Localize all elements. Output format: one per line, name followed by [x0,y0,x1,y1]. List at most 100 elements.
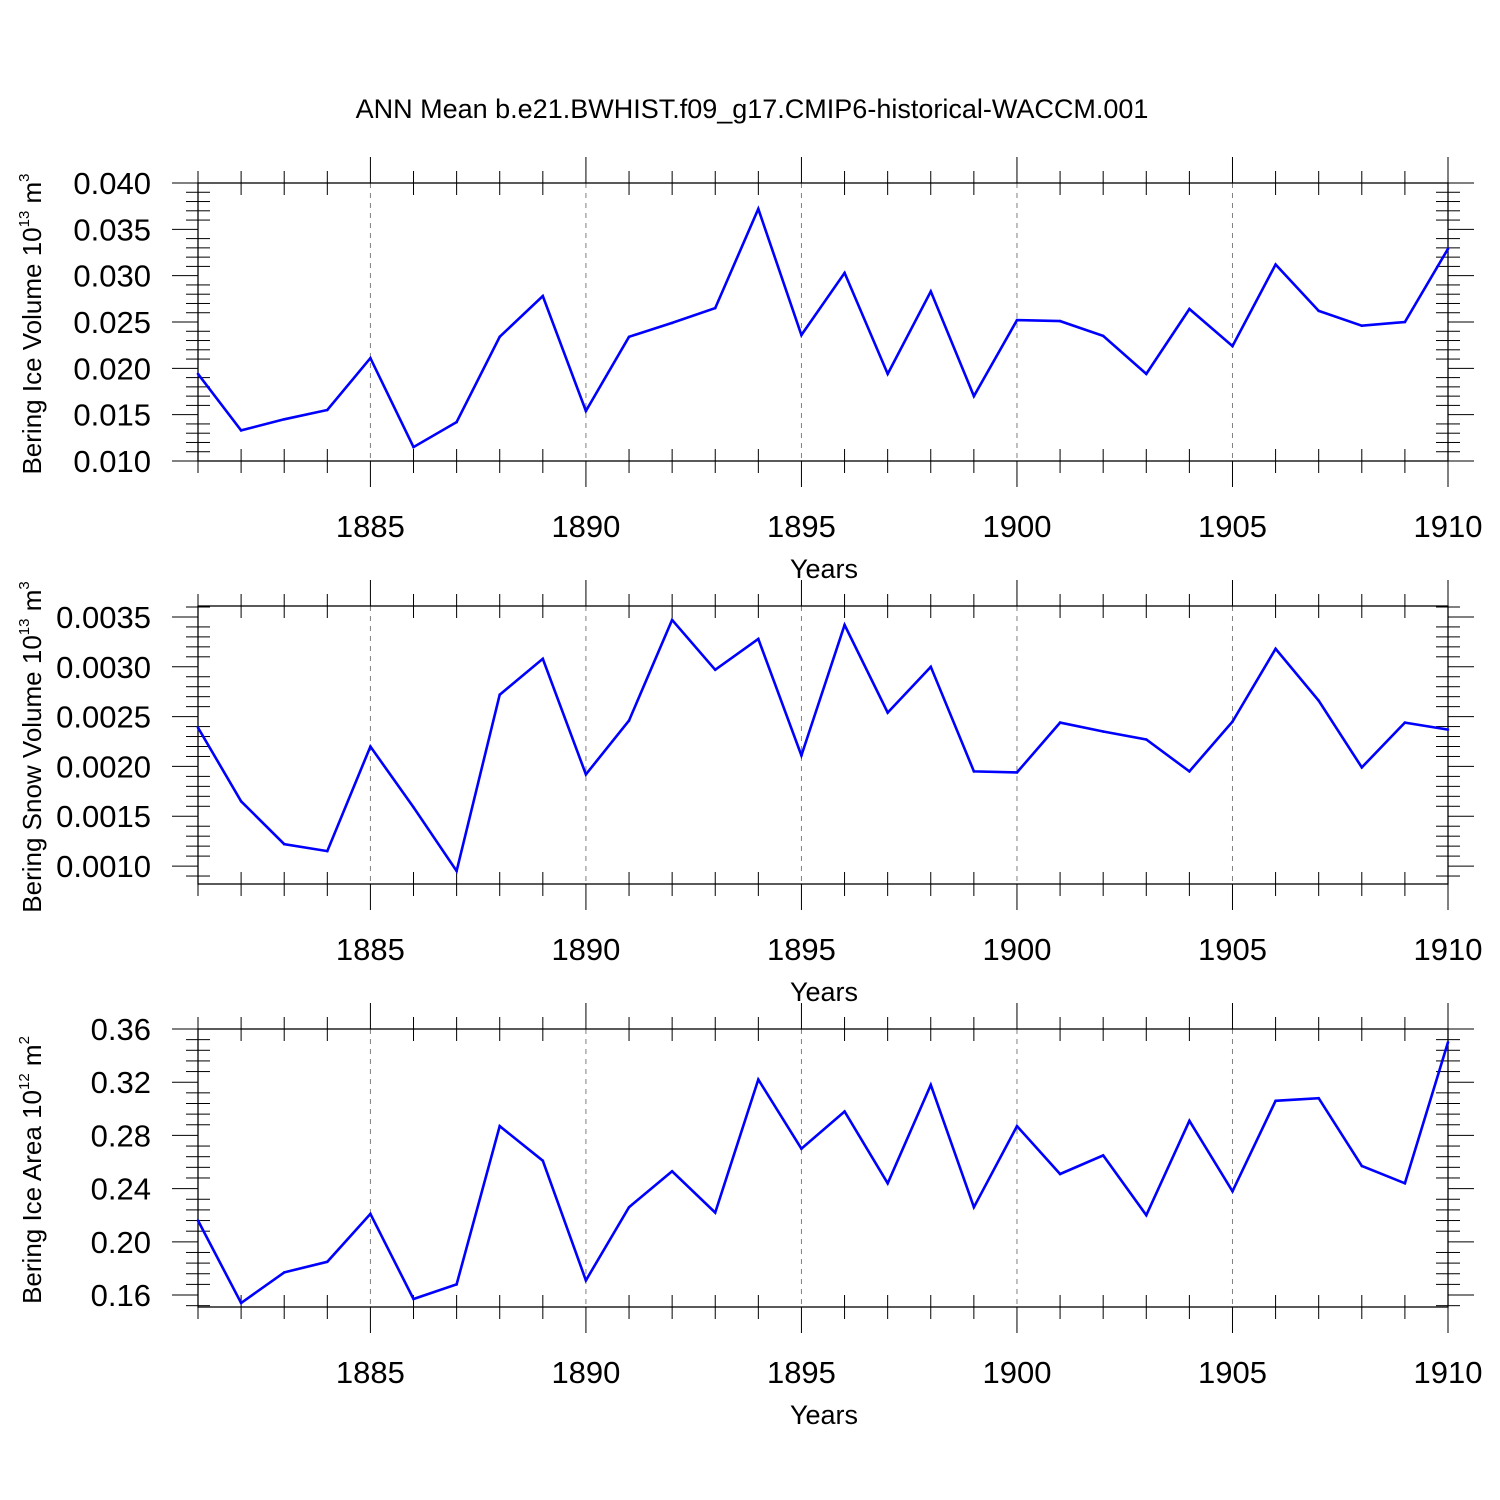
data-point [757,207,760,211]
data-point [972,770,976,773]
data-point [757,1078,760,1081]
data-point [670,321,674,325]
y-axis-label: Bering Ice Volume 1013 m3 [16,173,47,474]
y-tick-label: 0.025 [73,305,151,340]
y-axis-label-text: Bering Ice Area 10 [17,1090,47,1304]
y-tick-label: 0.20 [91,1225,151,1260]
data-point [584,773,588,776]
y-axis-label-text: m [17,182,47,211]
y-tick-label: 0.030 [73,259,151,294]
y-tick-label: 0.0010 [56,849,151,884]
data-point [929,665,933,669]
data-point [1274,1099,1277,1103]
data-point [282,1271,286,1274]
x-tick-label: 1905 [1198,509,1267,544]
series-line [196,205,1450,449]
data-point [757,637,760,641]
y-tick-label: 0.035 [73,212,151,247]
x-tick-label: 1895 [767,1355,836,1390]
data-point [886,372,889,376]
data-point [455,420,458,424]
data-point [1446,247,1450,251]
data-point [239,1301,243,1305]
data-point [1360,1164,1364,1168]
data-point [1144,738,1148,741]
y-axis-label-superscript: 13 [16,211,33,228]
x-tick-label: 1885 [336,1355,405,1390]
data-point [1274,647,1277,651]
data-point [1058,721,1062,724]
data-point [800,333,803,337]
data-point [1403,320,1407,324]
x-tick-label: 1885 [336,932,405,967]
data-point [1015,1124,1019,1128]
x-tick-label: 1905 [1198,1355,1267,1390]
data-point [929,1083,933,1087]
data-point [800,754,803,757]
data-point [584,409,588,413]
y-axis-label-superscript: 3 [16,581,33,589]
x-tick-label: 1895 [767,932,836,967]
data-point [282,842,286,846]
data-point [843,271,846,275]
data-point [1274,263,1277,266]
data-point [369,356,372,360]
data-point [498,335,502,339]
data-point [627,719,631,722]
x-tick-label: 1900 [982,932,1051,967]
x-tick-label: 1890 [551,932,620,967]
data-point [282,418,286,421]
x-tick-label: 1900 [982,509,1051,544]
x-axis-label: Years [790,1400,858,1430]
y-tick-label: 0.0035 [56,600,151,635]
x-tick-label: 1885 [336,509,405,544]
data-point [1015,318,1019,322]
y-tick-label: 0.24 [91,1172,151,1207]
x-tick-label: 1910 [1414,509,1483,544]
data-point [412,1297,415,1301]
x-tick-label: 1895 [767,509,836,544]
chart-panel-3: 1885 1890 1895 1900 1905 1910 Years 0.16 0.20 0.2… [16,1003,1482,1430]
data-point [713,306,717,310]
data-point [1144,372,1148,376]
y-axis-label: Bering Ice Area 1012 m2 [16,1036,47,1304]
data-point [455,1283,458,1286]
data-point [670,618,674,622]
data-point [843,1110,846,1113]
data-point [1101,334,1105,338]
y-axis-label-text: m [17,1044,47,1073]
chart-panel-2: 1885 1890 1895 1900 1905 1910 Years 0.0010 0.001… [16,580,1482,1007]
x-axis-label: Years [790,977,858,1007]
data-point [1360,324,1364,328]
data-point [1231,720,1234,723]
data-point [713,668,717,672]
data-point [1231,1189,1234,1193]
data-point [670,1170,674,1173]
data-point [1101,730,1105,733]
data-point [1188,770,1191,773]
y-tick-label: 0.32 [91,1065,151,1100]
data-point [326,408,329,412]
data-point [1188,1119,1191,1123]
y-tick-label: 0.36 [91,1012,151,1047]
figure-title: ANN Mean b.e21.BWHIST.f09_g17.CMIP6-hist… [356,94,1149,124]
data-point [1188,307,1191,311]
data-point [1446,1041,1450,1044]
data-point [369,745,372,748]
y-axis-label-text: m [17,590,47,619]
data-point [412,445,415,449]
x-tick-label: 1910 [1414,1355,1483,1390]
x-tick-label: 1910 [1414,932,1483,967]
data-point [972,1205,976,1209]
data-point [886,1181,889,1185]
y-tick-label: 0.0015 [56,799,151,834]
data-point [1317,699,1320,702]
data-point [326,1260,329,1264]
data-point [1317,1096,1320,1100]
plot-frame [197,1028,1449,1308]
data-point [972,394,976,398]
data-point [1231,344,1234,348]
data-point [498,693,502,696]
data-point [1360,766,1364,769]
